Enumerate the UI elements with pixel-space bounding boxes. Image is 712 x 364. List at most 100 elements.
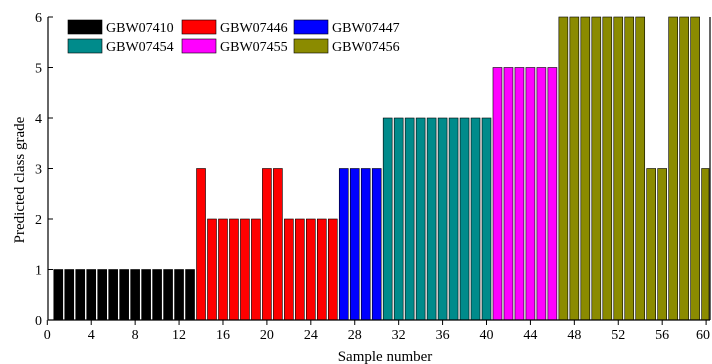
bar-GBW07410-5 [97, 269, 107, 321]
legend-label-GBW07410: GBW07410 [106, 21, 174, 36]
bar-GBW07446-14 [196, 168, 206, 321]
bar-GBW07410-13 [185, 269, 195, 321]
legend-swatch-GBW07447 [293, 19, 329, 35]
bar-GBW07447-28 [349, 168, 360, 321]
x-tick-label-60: 60 [696, 328, 710, 343]
bar-GBW07446-22 [284, 218, 294, 321]
legend-swatch-GBW07456 [293, 38, 329, 54]
bar-GBW07454-39 [470, 117, 481, 321]
bar-GBW07447-29 [360, 168, 371, 321]
y-tick-label-4: 4 [35, 112, 42, 127]
bar-GBW07454-35 [426, 117, 437, 321]
bar-GBW07446-24 [306, 218, 316, 321]
bar-GBW07410-3 [75, 269, 86, 321]
legend-swatch-GBW07446 [181, 19, 217, 35]
bar-GBW07446-21 [273, 168, 283, 321]
legend-label-GBW07446: GBW07446 [220, 21, 288, 36]
legend-swatch-GBW07410 [67, 19, 103, 35]
bar-GBW07456-54 [635, 16, 646, 321]
bar-GBW07454-33 [404, 117, 415, 321]
bar-GBW07456-47 [558, 16, 569, 321]
bar-GBW07410-9 [141, 269, 151, 321]
bar-GBW07454-40 [481, 117, 492, 321]
x-tick-label-24: 24 [304, 328, 318, 343]
x-tick-label-8: 8 [132, 328, 139, 343]
legend-label-GBW07454: GBW07454 [106, 40, 174, 55]
legend: GBW07410 GBW07446 GBW07447 GBW07454 GBW07455… [67, 19, 400, 55]
bar-GBW07410-8 [130, 269, 140, 321]
x-tick-label-32: 32 [392, 328, 406, 343]
x-tick-label-52: 52 [611, 328, 625, 343]
legend-swatch-GBW07454 [67, 38, 103, 54]
y-tick-label-1: 1 [35, 264, 42, 279]
bar-GBW07454-38 [459, 117, 470, 321]
bar-GBW07455-45 [536, 67, 547, 321]
bar-GBW07446-26 [327, 218, 338, 321]
bar-GBW07446-17 [229, 218, 239, 321]
bar-GBW07455-43 [514, 67, 525, 321]
bar-GBW07456-49 [580, 16, 591, 321]
bar-GBW07454-31 [382, 117, 393, 321]
bar-GBW07446-20 [262, 168, 272, 321]
bar-GBW07446-15 [207, 218, 217, 321]
x-tick-label-16: 16 [216, 328, 230, 343]
x-tick-label-12: 12 [172, 328, 186, 343]
bars-layer [53, 16, 710, 321]
bar-GBW07410-12 [174, 269, 184, 321]
bar-GBW07456-57 [668, 16, 678, 321]
y-tick-label-5: 5 [35, 62, 42, 77]
bar-GBW07456-60 [701, 168, 710, 321]
bar-GBW07410-11 [163, 269, 173, 321]
legend-label-GBW07456: GBW07456 [332, 40, 400, 55]
bar-GBW07456-48 [569, 16, 580, 321]
bar-GBW07446-23 [295, 218, 305, 321]
bar-GBW07456-51 [602, 16, 613, 321]
x-tick-label-48: 48 [567, 328, 581, 343]
bar-GBW07410-10 [152, 269, 162, 321]
bar-GBW07447-27 [338, 168, 349, 321]
x-tick-label-56: 56 [655, 328, 669, 343]
y-tick-label-0: 0 [35, 314, 42, 329]
bar-GBW07454-34 [415, 117, 426, 321]
x-axis-label: Sample number [338, 349, 433, 364]
bar-GBW07456-56 [657, 168, 667, 321]
y-tick-label-3: 3 [35, 163, 42, 178]
x-tick-label-36: 36 [436, 328, 450, 343]
y-axis-label: Predicted class grade [12, 116, 28, 243]
bar-GBW07410-4 [86, 269, 97, 321]
bar-GBW07455-46 [547, 67, 558, 321]
bar-GBW07455-41 [492, 67, 503, 321]
bar-GBW07410-1 [53, 269, 64, 321]
legend-label-GBW07455: GBW07455 [220, 40, 288, 55]
bar-GBW07454-37 [448, 117, 459, 321]
bar-GBW07456-50 [591, 16, 602, 321]
bar-GBW07454-36 [437, 117, 448, 321]
x-tick-label-20: 20 [260, 328, 274, 343]
bar-GBW07454-32 [393, 117, 404, 321]
bar-GBW07446-25 [316, 218, 327, 321]
x-tick-label-40: 40 [480, 328, 494, 343]
x-tick-label-4: 4 [88, 328, 95, 343]
y-tick-label-6: 6 [35, 11, 42, 26]
bar-GBW07410-2 [64, 269, 75, 321]
bar-GBW07446-16 [218, 218, 228, 321]
bar-GBW07410-6 [108, 269, 118, 321]
bar-GBW07455-44 [525, 67, 536, 321]
x-tick-label-28: 28 [348, 328, 362, 343]
x-tick-label-44: 44 [523, 328, 537, 343]
legend-label-GBW07447: GBW07447 [332, 21, 400, 36]
x-tick-label-0: 0 [44, 328, 51, 343]
bar-GBW07446-19 [251, 218, 261, 321]
bar-GBW07456-52 [613, 16, 624, 321]
bar-GBW07447-30 [371, 168, 382, 321]
legend-swatch-GBW07455 [181, 38, 217, 54]
bar-GBW07410-7 [119, 269, 129, 321]
bar-GBW07456-59 [690, 16, 700, 321]
bar-GBW07456-58 [679, 16, 689, 321]
bar-GBW07446-18 [240, 218, 250, 321]
bar-GBW07455-42 [503, 67, 514, 321]
bar-GBW07456-55 [646, 168, 657, 321]
bar-GBW07456-53 [624, 16, 635, 321]
